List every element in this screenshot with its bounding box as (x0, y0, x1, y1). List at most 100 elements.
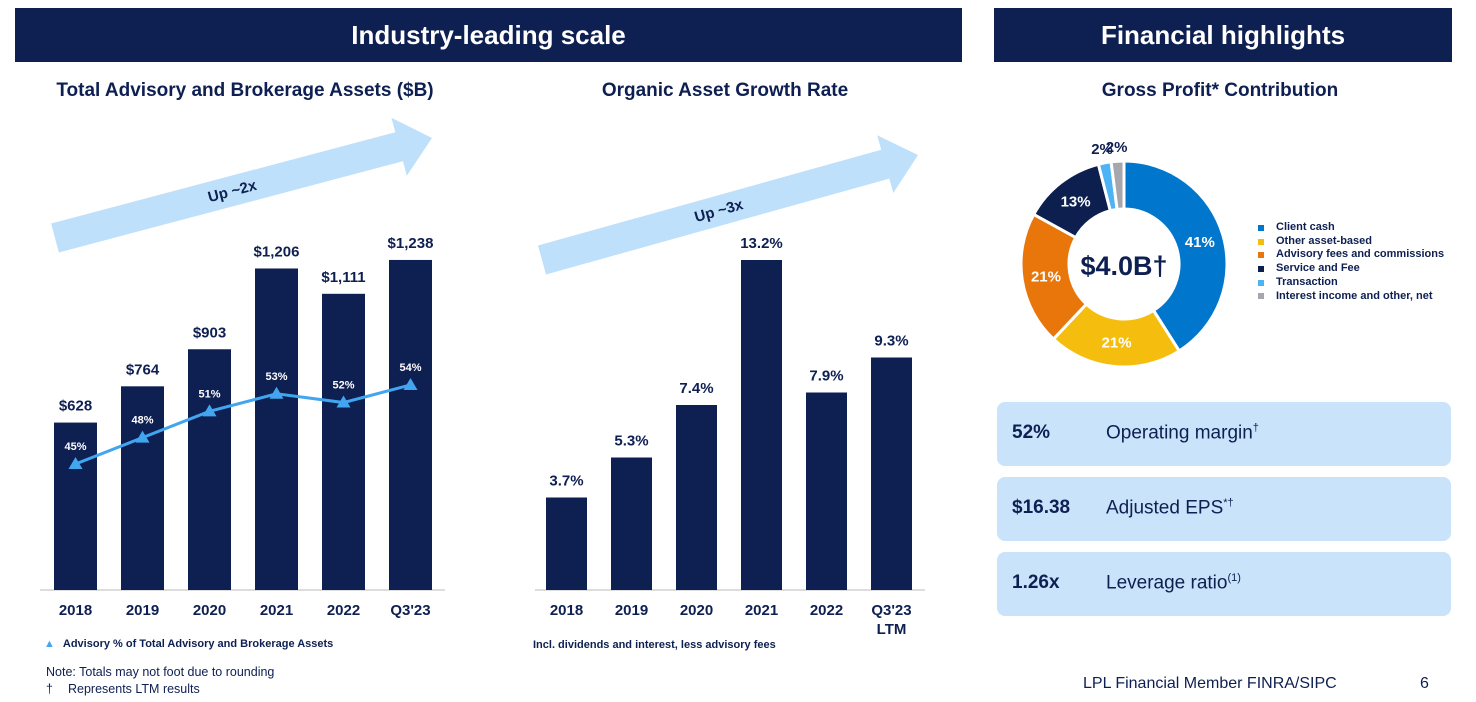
legend-label: Advisory fees and commissions (1276, 248, 1445, 261)
chart1-line-marker (336, 395, 351, 408)
kpi-adjusted-eps: $16.38 Adjusted EPS*† (997, 477, 1451, 541)
chart2-tick-label: 2019 (615, 602, 648, 619)
chart1-bar (389, 259, 432, 590)
legend-item: Service and Fee (1258, 262, 1444, 276)
chart1-data-label: $1,111 (321, 269, 365, 286)
chart1-bar (255, 268, 298, 590)
kpi-label: Operating margin† (1106, 422, 1259, 444)
donut-slice-label: 2% (1091, 141, 1113, 158)
header-right-title: Financial highlights (1100, 19, 1346, 50)
donut-legend: Client cash Other asset-based Advisory fee… (1258, 221, 1444, 303)
page-number: 6 (1420, 675, 1429, 692)
kpi-operating-margin: 52% Operating margin† (997, 402, 1451, 466)
chart2-arrow (537, 135, 918, 275)
chart1-tick-label: 2019 (126, 602, 159, 619)
chart1-tick-label: 2021 (260, 602, 293, 619)
header-right: Financial highlights (994, 8, 1452, 62)
donut-slice (1019, 212, 1089, 342)
chart2-data-label: 7.4% (679, 380, 713, 397)
kpi-value: $16.38 (1012, 497, 1071, 518)
chart2-title: Organic Asset Growth Rate (601, 80, 849, 101)
chart1-line-label: 48% (131, 415, 153, 427)
chart1-line-label: 45% (64, 441, 86, 453)
kpi-value: 52% (1012, 422, 1051, 443)
chart2-data-label: 5.3% (614, 433, 648, 450)
legend-swatch (1258, 293, 1264, 300)
legend-item: Client cash (1258, 221, 1444, 235)
legend-swatch (1258, 279, 1264, 286)
chart2-tick-label: 2022 (810, 602, 843, 619)
legend-swatch (1258, 238, 1264, 245)
chart1-line-label: 54% (399, 362, 421, 374)
chart1-line-marker (202, 404, 217, 417)
donut-slice (1122, 159, 1229, 354)
chart2-tick-label: 2020 (680, 602, 713, 619)
kpi-label: Leverage ratio(1) (1106, 572, 1241, 594)
legend-item: Advisory fees and commissions (1258, 248, 1444, 262)
chart1-data-label: $903 (193, 324, 226, 341)
chart1-arrow (51, 117, 433, 253)
donut-slice-label: 21% (1102, 335, 1132, 352)
chart2-footnote: Incl. dividends and interest, less advis… (533, 639, 776, 651)
kpi-value: 1.26x (1012, 572, 1060, 593)
chart2-bar (806, 392, 847, 590)
chart2-tick-label: 2021 (745, 602, 778, 619)
donut-slice-label: 21% (1031, 268, 1061, 285)
chart1-legend: ▲ Advisory % of Total Advisory and Broker… (44, 638, 334, 650)
chart2-bar (676, 405, 717, 590)
legend-swatch (1258, 224, 1264, 231)
chart1-line-label: 53% (265, 371, 287, 383)
kpi-label: Adjusted EPS*† (1106, 497, 1234, 519)
chart1-advisory-line (74, 383, 411, 466)
chart1-line-label: 52% (332, 380, 354, 392)
donut-slice-label: 41% (1185, 234, 1215, 251)
chart2-data-label: 13.2% (740, 235, 783, 252)
chart1-line-marker (135, 430, 150, 443)
chart1-bar (121, 386, 164, 590)
chart2-data-label: 7.9% (809, 368, 843, 385)
legend-label: Client cash (1276, 221, 1335, 233)
chart1-data-label: $1,238 (388, 235, 434, 252)
chart1-line-marker (68, 457, 83, 469)
legend-label: Service and Fee (1276, 262, 1360, 275)
chart1-title: Total Advisory and Brokerage Assets ($B) (56, 80, 434, 101)
chart1-data-label: $628 (59, 398, 92, 415)
ltm-note: † Represents LTM results (46, 682, 200, 696)
donut-center-label: $4.0B† (1080, 251, 1167, 281)
chart1-data-label: $1,206 (254, 243, 300, 260)
chart1-data-label: $764 (126, 361, 160, 378)
chart2-data-label: 9.3% (874, 333, 908, 350)
legend-swatch (1258, 265, 1264, 272)
chart2-bar (611, 457, 652, 590)
chart2-data-label: 3.7% (549, 473, 583, 490)
donut-slice (1051, 301, 1182, 369)
chart2-tick-label: LTM (877, 621, 907, 638)
chart2-tick-label: 2018 (550, 602, 583, 619)
chart1-bar (188, 349, 231, 590)
legend-label: Interest income and other, net (1276, 289, 1433, 302)
legend-item: Other asset-based (1258, 235, 1444, 249)
chart1-tick-label: 2022 (327, 602, 360, 619)
chart2-bar (546, 497, 587, 590)
legend-item: Transaction (1258, 276, 1444, 290)
chart2-bar (871, 357, 912, 590)
donut-slice-label: 2% (1106, 139, 1128, 156)
header-left: Industry-leading scale (15, 8, 962, 62)
chart1-bar (322, 293, 365, 590)
chart1-line-marker (269, 386, 284, 399)
rounding-note: Note: Totals may not foot due to roundin… (46, 665, 275, 679)
footer-company: LPL Financial Member FINRA/SIPC (1083, 675, 1337, 692)
legend-label: Transaction (1276, 275, 1338, 288)
chart3-title: Gross Profit* Contribution (1101, 80, 1339, 101)
kpi-leverage-ratio: 1.26x Leverage ratio(1) (997, 552, 1451, 616)
donut-slice (1109, 159, 1126, 212)
chart1-tick-label: Q3'23 (390, 602, 430, 619)
chart2-tick-label: Q3'23 (871, 602, 911, 619)
legend-label: Other asset-based (1276, 234, 1372, 247)
donut-slice-label: 13% (1061, 194, 1091, 211)
legend-swatch (1258, 252, 1264, 259)
triangle-icon: ▲ (44, 638, 55, 650)
chart1-tick-label: 2020 (193, 602, 226, 619)
chart2-bar (741, 260, 782, 590)
